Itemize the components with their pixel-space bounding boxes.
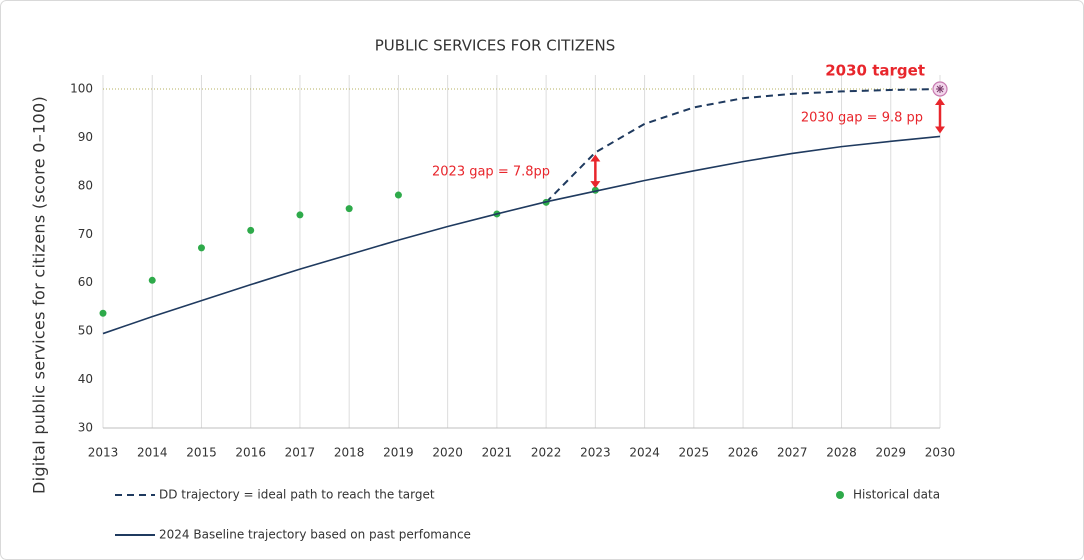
data-point [148, 276, 156, 284]
x-tick-label: 2013 [88, 446, 119, 460]
x-tick-label: 2017 [285, 446, 316, 460]
arrow-head [590, 154, 601, 189]
x-tick-label: 2014 [137, 446, 168, 460]
x-tick-label: 2015 [186, 446, 217, 460]
x-tick-label: 2018 [334, 446, 365, 460]
x-tick-label: 2025 [679, 446, 710, 460]
legend-label: DD trajectory = ideal path to reach the … [159, 488, 435, 502]
legend-label: Historical data [853, 488, 940, 502]
x-tick-label: 2021 [482, 446, 513, 460]
x-tick-label: 2020 [432, 446, 463, 460]
x-tick-label: 2026 [728, 446, 759, 460]
x-tick-label: 2029 [875, 446, 906, 460]
chart-title: PUBLIC SERVICES FOR CITIZENS [375, 37, 615, 55]
x-tick-label: 2030 [925, 446, 956, 460]
y-tick-label: 100 [70, 82, 93, 96]
legend-swatch [836, 491, 844, 499]
data-point [345, 205, 353, 213]
x-tick-label: 2022 [531, 446, 562, 460]
annotation: 2023 gap = 7.8pp [432, 165, 550, 180]
series-line [102, 135, 941, 335]
data-point [296, 211, 304, 219]
y-tick-label: 70 [78, 227, 93, 241]
data-point [394, 191, 402, 199]
target-star [936, 85, 944, 93]
y-axis-label: Digital public services for citizens (sc… [30, 96, 49, 494]
y-tick-label: 60 [78, 275, 93, 289]
x-tick-label: 2028 [826, 446, 857, 460]
y-tick-label: 30 [78, 421, 93, 435]
data-point [247, 226, 255, 234]
annotation: 2030 target [825, 62, 925, 80]
data-point [197, 244, 205, 252]
data-point [99, 309, 107, 317]
y-tick-label: 80 [78, 178, 93, 192]
legend-label: 2024 Baseline trajectory based on past p… [159, 528, 471, 542]
y-tick-label: 50 [78, 324, 93, 338]
x-tick-label: 2024 [629, 446, 660, 460]
x-tick-label: 2016 [235, 446, 266, 460]
y-tick-label: 90 [78, 130, 93, 144]
x-tick-label: 2019 [383, 446, 414, 460]
x-tick-label: 2027 [777, 446, 808, 460]
y-tick-label: 40 [78, 372, 93, 386]
annotation: 2030 gap = 9.8 pp [801, 111, 923, 126]
x-tick-label: 2023 [580, 446, 611, 460]
series-line [545, 88, 941, 204]
